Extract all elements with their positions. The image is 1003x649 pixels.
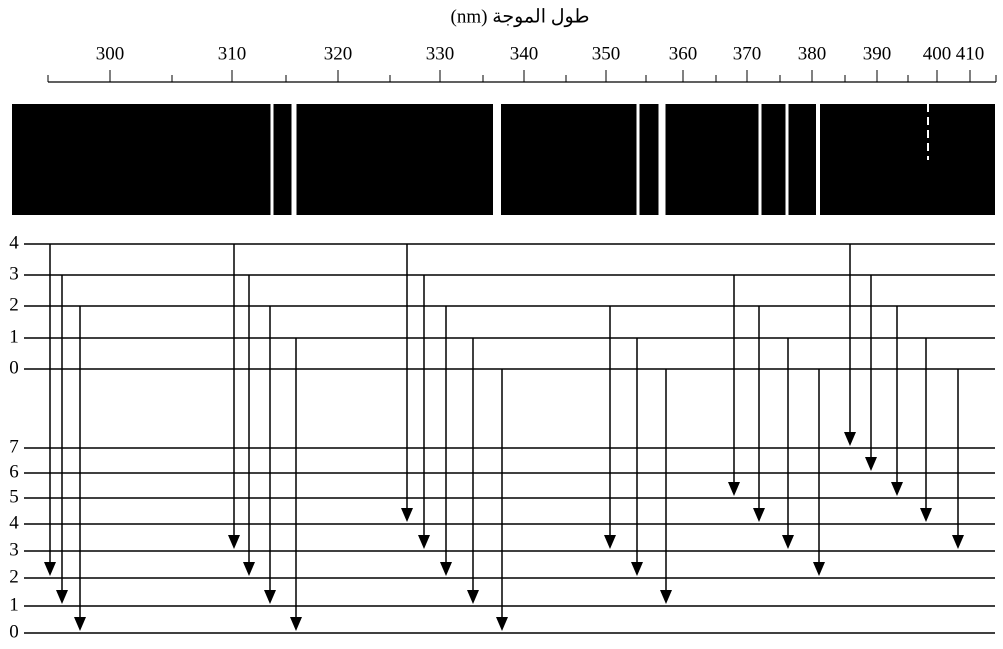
arrowhead <box>56 590 68 604</box>
axis-tick-label: 370 <box>733 43 762 64</box>
axis-tick-label: 330 <box>426 43 455 64</box>
axis-title: (nm) طول الموجة <box>451 6 590 27</box>
arrowhead <box>243 562 255 576</box>
axis-tick-label: 390 <box>863 43 892 64</box>
arrowhead <box>264 590 276 604</box>
axis-tick-label: 320 <box>324 43 353 64</box>
axis-tick-label: 300 <box>96 43 125 64</box>
upper-level-label: 2 <box>9 294 19 315</box>
arrowhead <box>467 590 479 604</box>
arrowhead <box>891 482 903 496</box>
lower-level-label: 5 <box>9 486 19 507</box>
axis-tick-label: 410 <box>956 43 985 64</box>
arrowhead <box>228 535 240 549</box>
lower-level-label: 4 <box>9 512 19 533</box>
upper-level-label: 0 <box>9 357 19 378</box>
arrowhead <box>631 562 643 576</box>
axis-tick-label: 360 <box>669 43 698 64</box>
arrowhead <box>660 590 672 604</box>
arrowhead <box>865 457 877 471</box>
arrowhead <box>74 617 86 631</box>
upper-level-label: 1 <box>9 326 19 347</box>
arrowhead <box>418 535 430 549</box>
arrowhead <box>952 535 964 549</box>
arrowhead <box>728 482 740 496</box>
arrowhead <box>440 562 452 576</box>
axis-tick-label: 310 <box>218 43 247 64</box>
arrowhead <box>813 562 825 576</box>
lower-level-label: 3 <box>9 539 19 560</box>
lower-level-label: 1 <box>9 594 19 615</box>
upper-level-label: 4 <box>9 232 19 253</box>
lower-level-label: 7 <box>9 436 19 457</box>
arrowhead <box>290 617 302 631</box>
arrowhead <box>753 508 765 522</box>
diagram: (nm) طول الموجة 300310320330340350360370… <box>0 0 1003 649</box>
lower-level-label: 6 <box>9 461 19 482</box>
spectrum <box>12 104 995 215</box>
arrowhead <box>920 508 932 522</box>
axis-tick-label: 380 <box>798 43 827 64</box>
lower-level-label: 0 <box>9 621 19 642</box>
arrowhead <box>496 617 508 631</box>
arrowhead <box>44 562 56 576</box>
arrowhead <box>844 432 856 446</box>
upper-level-label: 3 <box>9 263 19 284</box>
arrowhead <box>604 535 616 549</box>
lower-level-label: 2 <box>9 566 19 587</box>
arrowhead <box>782 535 794 549</box>
axis-tick-label: 340 <box>510 43 539 64</box>
axis-tick-label: 350 <box>592 43 621 64</box>
arrowhead <box>401 508 413 522</box>
axis-tick-label: 400 <box>923 43 952 64</box>
